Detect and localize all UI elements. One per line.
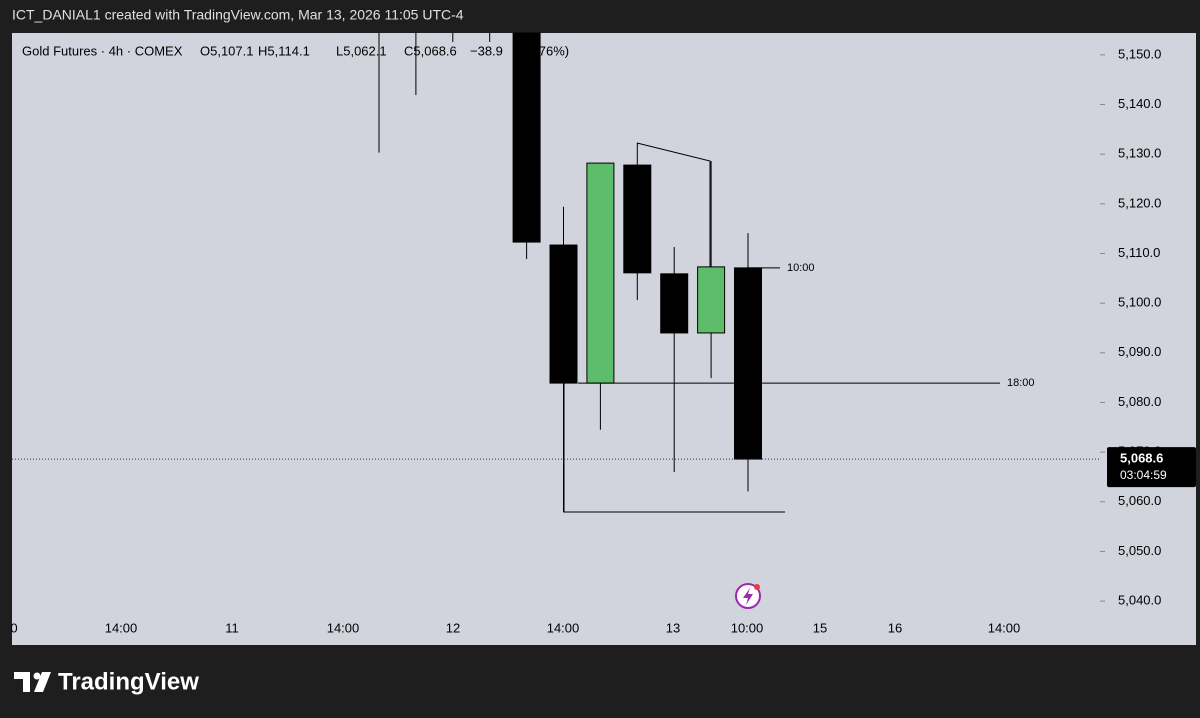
y-tick-label: 5,080.0 [1118,394,1161,409]
legend: Gold Futures · 4h · COMEX O5,107.1 H5,114… [22,43,569,58]
candle-body [512,32,541,243]
countdown: 03:04:59 [1120,468,1167,482]
annotation-label: 18:00 [1007,377,1035,389]
x-tick-label: 14:00 [988,620,1021,635]
header: ICT_DANIAL1 created with TradingView.com… [12,7,464,23]
ohlc-value: O5,107.1 [200,43,254,58]
last-price-label: 5,068.6 [1120,451,1163,466]
ohlc-value: −38.9 [470,43,503,58]
y-tick-label: 5,130.0 [1118,146,1161,161]
y-tick-label: 5,110.0 [1118,245,1160,260]
x-tick-label: 14:00 [327,620,360,635]
ohlc-value: H5,114.1 [258,43,310,58]
x-tick-label: 0 [10,620,17,635]
x-tick-label: 13 [666,620,680,635]
brand: TradingView [58,668,199,695]
x-tick-label: 12 [446,620,460,635]
candle-body [734,267,762,460]
y-tick-label: 5,140.0 [1118,96,1161,111]
candle-body [660,273,689,334]
candle-body [623,164,652,274]
candles [378,32,762,513]
price-axis [1100,33,1196,645]
time-axis [12,615,1100,645]
y-tick-label: 5,100.0 [1118,295,1161,310]
candle-body [549,244,578,384]
y-tick-label: 5,040.0 [1118,593,1161,608]
y-tick-label: 5,060.0 [1118,493,1161,508]
x-tick-label: 15 [813,620,827,635]
x-tick-label: 10:00 [731,620,764,635]
logo: TradingView [14,668,199,695]
y-tick-label: 5,050.0 [1118,543,1161,558]
ohlc-value: C5,068.6 [404,43,457,58]
candle-body [697,266,726,334]
x-tick-label: 11 [225,620,239,635]
y-tick-label: 5,120.0 [1118,195,1161,210]
y-tick-label: 5,090.0 [1118,344,1161,359]
candle-body [586,162,615,384]
x-tick-label: 16 [888,620,902,635]
annotation-label: 10:00 [787,262,815,274]
x-tick-label: 14:00 [547,620,580,635]
ohlc-value: L5,062.1 [336,43,387,58]
drawing [636,142,711,267]
symbol-title: Gold Futures · 4h · COMEX [22,43,183,58]
last-price-box [1107,447,1196,488]
stream-icon [735,583,761,609]
y-tick-label: 5,150.0 [1118,46,1161,61]
x-tick-label: 14:00 [105,620,138,635]
